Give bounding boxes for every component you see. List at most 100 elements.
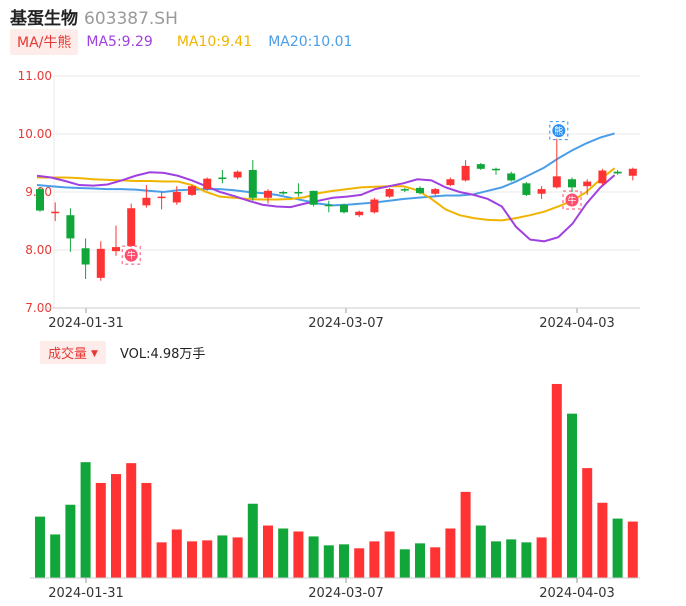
candle-body bbox=[416, 187, 424, 194]
volume-bar bbox=[521, 542, 532, 578]
price-date-label: 2024-04-03 bbox=[539, 316, 615, 331]
volume-bar bbox=[323, 545, 334, 578]
candle-body bbox=[66, 215, 75, 239]
price-date-label: 2024-01-31 bbox=[48, 316, 124, 331]
price-date-label: 2024-03-07 bbox=[308, 316, 384, 331]
candle-body bbox=[568, 179, 576, 188]
volume-bar bbox=[187, 541, 197, 578]
candle-body bbox=[598, 170, 607, 184]
price-tick-label: 10.00 bbox=[18, 127, 52, 141]
bull-marker-dot bbox=[124, 248, 138, 262]
volume-bar bbox=[65, 504, 76, 578]
volume-indicator-dropdown[interactable]: 成交量 ▼ bbox=[40, 340, 106, 364]
ma-indicator-tag[interactable]: MA/牛熊 bbox=[10, 29, 79, 55]
volume-bar bbox=[202, 540, 213, 578]
volume-bar bbox=[278, 528, 289, 578]
volume-bar bbox=[430, 547, 441, 578]
volume-bar bbox=[551, 383, 562, 578]
volume-legend: 成交量 ▼ VOL:4.98万手 bbox=[40, 340, 206, 364]
volume-bar bbox=[293, 531, 304, 578]
volume-bar bbox=[308, 536, 319, 578]
price-tick-label: 8.00 bbox=[25, 243, 52, 257]
ma20-line bbox=[36, 132, 615, 207]
candle-body bbox=[370, 199, 379, 213]
candle-body bbox=[507, 173, 516, 181]
candle-body bbox=[628, 168, 637, 176]
title-row: 基蛋生物 603387.SH bbox=[10, 4, 178, 29]
volume-bar bbox=[80, 462, 91, 578]
ma5-line bbox=[36, 171, 616, 243]
price-tick-label: 11.00 bbox=[18, 69, 52, 83]
candle-body bbox=[461, 165, 470, 181]
bull-marker-label: 牛 bbox=[127, 250, 136, 262]
bear-marker-frame bbox=[549, 121, 569, 141]
volume-bar bbox=[141, 482, 152, 578]
candle-body bbox=[522, 183, 531, 195]
candle-body bbox=[218, 177, 227, 179]
volume-bar bbox=[445, 528, 456, 578]
bull-marker-dot bbox=[565, 193, 579, 207]
volume-bar bbox=[217, 535, 228, 578]
candle-body bbox=[81, 248, 90, 265]
volume-bar bbox=[95, 482, 106, 578]
candle-body bbox=[127, 208, 136, 246]
volume-indicator-label: 成交量 bbox=[48, 346, 88, 362]
candle-body bbox=[279, 192, 288, 194]
candle-body bbox=[476, 164, 485, 169]
volume-value: VOL:4.98万手 bbox=[119, 346, 206, 362]
volume-bar bbox=[126, 463, 137, 578]
candle-body bbox=[172, 192, 181, 203]
candle-body bbox=[112, 247, 120, 252]
stock-name: 基蛋生物 bbox=[10, 9, 78, 29]
candle-body bbox=[340, 204, 348, 213]
volume-bar bbox=[35, 516, 45, 578]
volume-date-label: 2024-01-31 bbox=[48, 586, 124, 601]
candle-body bbox=[446, 179, 455, 186]
stock-code: 603387.SH bbox=[84, 9, 178, 29]
volume-bar bbox=[582, 468, 593, 578]
volume-bar bbox=[491, 541, 501, 578]
volume-bar bbox=[627, 521, 638, 578]
candle-body bbox=[355, 211, 364, 216]
volume-bar bbox=[339, 544, 349, 578]
ma-legend: MA/牛熊 MA5:9.29 MA10:9.41 MA20:10.01 bbox=[10, 29, 353, 55]
bull-marker-label: 牛 bbox=[567, 195, 576, 207]
volume-bar bbox=[156, 542, 167, 578]
volume-bar bbox=[369, 541, 380, 578]
candle-body bbox=[552, 176, 561, 188]
volume-bar bbox=[354, 548, 365, 578]
candle-body bbox=[96, 248, 105, 278]
volume-bar bbox=[475, 525, 486, 578]
volume-bar bbox=[399, 549, 410, 578]
candle-body bbox=[583, 181, 592, 187]
volume-bar bbox=[612, 518, 623, 578]
volume-bar bbox=[567, 413, 577, 578]
bull-marker-frame bbox=[121, 245, 141, 265]
volume-bar bbox=[506, 539, 517, 578]
volume-bar bbox=[536, 537, 547, 578]
volume-bar bbox=[263, 525, 273, 578]
volume-bar bbox=[597, 502, 608, 578]
volume-bar bbox=[460, 491, 471, 578]
price-tick-label: 7.00 bbox=[25, 301, 52, 315]
candle-body bbox=[492, 168, 500, 171]
candle-body bbox=[188, 186, 196, 195]
ma10-value: MA10:9.41 bbox=[176, 34, 253, 50]
candle-body bbox=[203, 178, 212, 190]
candle-body bbox=[248, 169, 257, 198]
candle-body bbox=[51, 211, 60, 214]
volume-date-label: 2024-03-07 bbox=[308, 586, 384, 601]
ma5-value: MA5:9.29 bbox=[86, 34, 153, 50]
ma20-value: MA20:10.01 bbox=[268, 34, 353, 50]
candle-body bbox=[157, 196, 166, 199]
candle-body bbox=[613, 171, 622, 174]
ma10-line bbox=[37, 167, 616, 222]
volume-date-label: 2024-04-03 bbox=[539, 586, 615, 601]
candle-body bbox=[400, 189, 409, 191]
bull-marker-frame bbox=[562, 190, 582, 210]
candle-body bbox=[142, 197, 151, 206]
candle-body bbox=[309, 190, 318, 205]
candle-body bbox=[36, 189, 44, 211]
volume-bar bbox=[247, 503, 258, 578]
